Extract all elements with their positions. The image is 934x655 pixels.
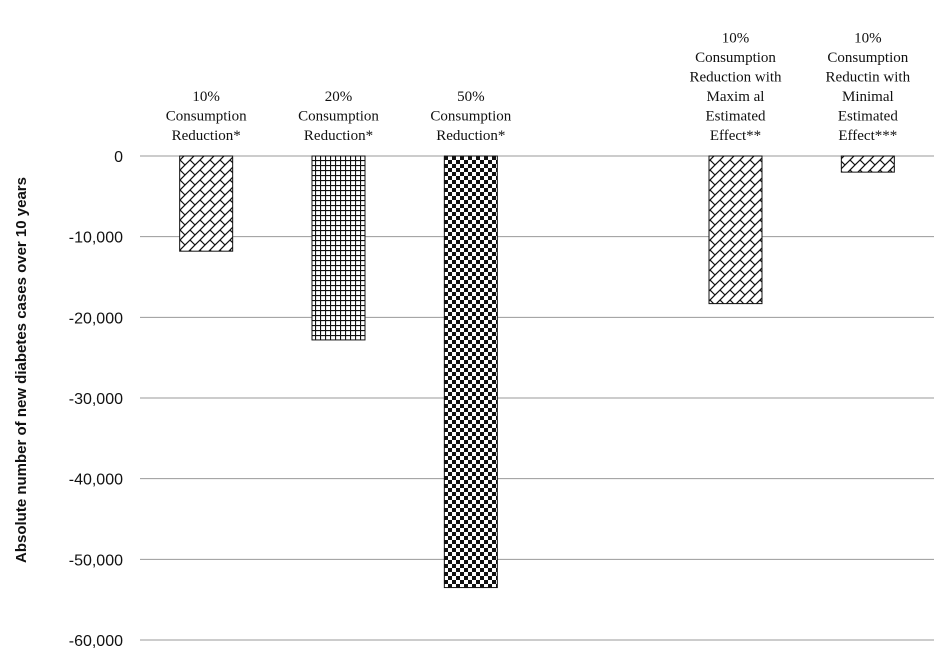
bar [708, 155, 763, 305]
y-tick-label: -40,000 [69, 472, 123, 489]
category-label: Reduction with [689, 70, 782, 86]
category-label: Consumption [430, 109, 511, 125]
category-label: Estimated [706, 109, 766, 125]
y-tick-label: -30,000 [69, 391, 123, 408]
y-axis-ticks: 0 -10,000 -20,000 -30,000 -40,000 -50,000 -60,… [69, 149, 123, 650]
category-label: Consumption [695, 50, 776, 66]
bar [840, 155, 895, 173]
category-label: 10% [722, 31, 750, 47]
category-labels: 10% Consumption Reduction* 20% Consumption Re… [166, 31, 911, 145]
y-tick-label: -50,000 [69, 552, 123, 569]
bar [443, 155, 498, 589]
category-label: Estimated [838, 109, 898, 125]
category-label: Consumption [827, 50, 908, 66]
y-tick-label: -60,000 [69, 633, 123, 650]
category-label: Maxim al [707, 89, 765, 105]
y-tick-label: 0 [114, 149, 123, 166]
category-label: Reductin with [826, 70, 911, 86]
category-label: 10% [192, 89, 220, 105]
category-label: 20% [325, 89, 353, 105]
bars [179, 155, 895, 589]
category-label: Minimal [842, 89, 894, 105]
category-label: Consumption [166, 109, 247, 125]
category-label: Reduction* [304, 128, 373, 144]
category-label: Reduction* [436, 128, 505, 144]
y-tick-label: -20,000 [69, 310, 123, 327]
bar [311, 155, 366, 341]
y-axis-label: Absolute number of new diabetes cases ov… [13, 177, 30, 563]
category-label: Effect*** [838, 128, 897, 144]
y-tick-label: -10,000 [69, 230, 123, 247]
gridlines [140, 155, 934, 641]
category-label: Reduction* [172, 128, 241, 144]
category-label: 10% [854, 31, 882, 47]
category-label: Consumption [298, 109, 379, 125]
category-label: 50% [457, 89, 485, 105]
bar [179, 155, 234, 252]
category-label: Effect** [710, 128, 761, 144]
